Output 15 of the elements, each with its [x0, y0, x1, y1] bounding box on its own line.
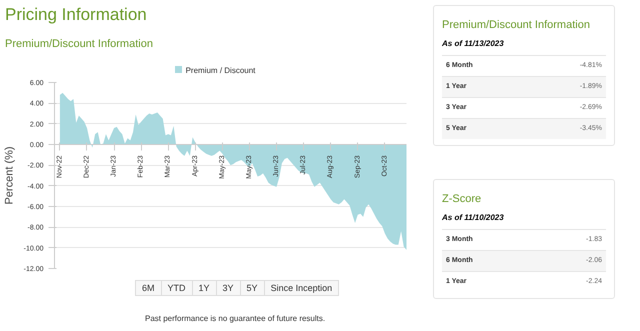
text: YTD: [160, 280, 193, 296]
text: As of 11/10/2023: [442, 212, 505, 224]
chart-subtitle: Premium/Discount Information: [5, 38, 153, 50]
y-axis-title: Percent (%): [4, 146, 16, 205]
text: Z-Score: [442, 192, 482, 207]
text: 5Y: [240, 280, 265, 296]
text: 1Y: [192, 280, 217, 296]
text: Premium/Discount Information: [442, 18, 591, 33]
chart-title: Pricing Information: [5, 5, 147, 25]
text: Past performance is no guarantee of future results.: [145, 314, 326, 324]
text: 3Y: [216, 280, 241, 296]
text: As of 11/13/2023: [442, 38, 505, 50]
legend-label: Premium / Discount: [184, 66, 256, 75]
text: Since Inception: [264, 280, 340, 296]
text: 6M: [135, 280, 162, 296]
